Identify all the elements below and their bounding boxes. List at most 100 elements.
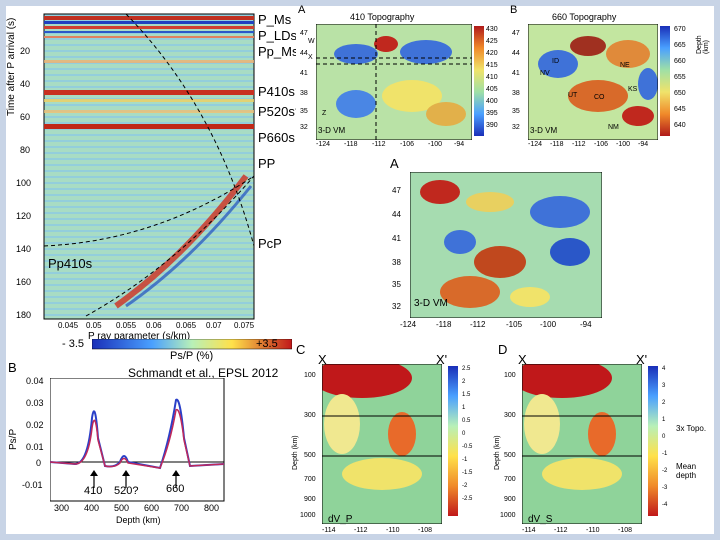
- xtick: -108: [418, 527, 433, 534]
- xtick: -112: [354, 527, 368, 534]
- ylabel: Depth (km): [292, 435, 299, 470]
- ytick: 500: [304, 452, 316, 459]
- rf-xtick: 0.045: [58, 321, 79, 330]
- cb-tick: 640: [674, 122, 686, 129]
- xtick: -106: [400, 141, 415, 148]
- mapMid: [410, 172, 602, 318]
- ytick: 300: [304, 412, 316, 419]
- phase-label: P_Ms: [258, 12, 292, 27]
- ytick: 35: [512, 108, 520, 115]
- ytick: 500: [504, 452, 516, 459]
- xtick: -110: [386, 527, 400, 534]
- panelB-letter: B: [8, 360, 17, 375]
- map660-title: 660 Topography: [552, 12, 617, 22]
- xtick: -118: [436, 320, 452, 329]
- map410: [316, 24, 472, 140]
- state-label: NE: [620, 62, 630, 69]
- ytick: 41: [392, 234, 401, 243]
- ytick: 41: [300, 70, 308, 77]
- xtick: -100: [616, 141, 631, 148]
- xtick: -112: [572, 141, 586, 148]
- marker: Z: [322, 110, 327, 117]
- cb-tick: 425: [486, 38, 498, 45]
- xtick: -106: [594, 141, 609, 148]
- rf-xtick: 0.06: [146, 321, 162, 330]
- phase-label: P410s: [258, 84, 295, 99]
- panelB-xtick: 300: [54, 503, 70, 513]
- state-label: ID: [552, 58, 559, 65]
- depth-profile-plot: [50, 378, 225, 508]
- panelB-xtick: 800: [204, 503, 220, 513]
- ytick: 1000: [300, 512, 316, 519]
- map410-letter: A: [298, 4, 306, 16]
- xtick: -108: [618, 527, 633, 534]
- xtick: -110: [586, 527, 600, 534]
- sectionD-plot: [522, 364, 642, 524]
- sectionD-letter: D: [498, 342, 508, 357]
- xtick: -124: [528, 141, 543, 148]
- ytick: 900: [504, 496, 516, 503]
- phase-label: P_LDs: [258, 28, 296, 43]
- cb-tick: 645: [674, 106, 686, 113]
- section-endpoint: X: [518, 352, 527, 367]
- state-label: NM: [608, 124, 619, 131]
- cb-tick: 405: [486, 86, 498, 93]
- sectionC-plot: [322, 364, 442, 524]
- ytick: 47: [300, 30, 308, 37]
- map660: [528, 24, 658, 140]
- ytick: 38: [512, 90, 520, 97]
- rf-ytick: 120: [16, 211, 32, 221]
- phase-label: PP: [258, 156, 276, 171]
- rf-colorbar: [92, 338, 292, 362]
- receiver-function-panel: Time after P arrival (s) 20 40 60 80 100…: [6, 6, 296, 356]
- marker: W: [308, 38, 315, 45]
- ytick: 44: [392, 210, 401, 219]
- cb-tick: 0: [462, 431, 466, 437]
- ytick: 44: [512, 50, 520, 57]
- rf-xtick: 0.07: [206, 321, 222, 330]
- panelB-ytick: 0.04: [26, 376, 44, 386]
- cb-label: Ps/P (%): [170, 350, 214, 362]
- cb-tick: 0.5: [462, 418, 471, 424]
- ytick: 32: [512, 124, 520, 131]
- cb-tick: 1: [662, 417, 666, 423]
- cb-tick: 430: [486, 26, 498, 33]
- cb-tick: 390: [486, 122, 498, 129]
- phase-label: Pp410s: [48, 256, 93, 271]
- cb-tick: 1: [462, 405, 466, 411]
- rf-xtick: 0.05: [86, 321, 102, 330]
- xtick: -124: [400, 320, 417, 329]
- panelB-xtick: 500: [114, 503, 130, 513]
- ytick: 32: [300, 124, 308, 131]
- xtick: -112: [554, 527, 568, 534]
- panelB-ytick: 0.01: [26, 442, 44, 452]
- rf-ytick: 140: [16, 244, 32, 254]
- state-label: KS: [628, 86, 638, 93]
- ytick: 700: [504, 476, 516, 483]
- rf-ylabel: Time after P arrival (s): [6, 17, 17, 116]
- map410-title: 410 Topography: [350, 12, 415, 22]
- panelB-xtick: 400: [84, 503, 100, 513]
- peak-label: 660: [166, 483, 185, 495]
- ytick: 700: [304, 476, 316, 483]
- section-endpoint: X': [436, 352, 448, 367]
- phase-label: P660s: [258, 130, 295, 145]
- state-label: UT: [568, 92, 578, 99]
- cb-tick: 655: [674, 74, 686, 81]
- cb-tick: -4: [662, 502, 668, 508]
- cb-tick: 0: [662, 434, 666, 440]
- cb-tick: -0.5: [462, 444, 473, 450]
- panelB-ytick: -0.01: [22, 480, 43, 490]
- xtick: -114: [522, 527, 536, 534]
- xtick: -94: [580, 320, 592, 329]
- rf-ytick: 100: [16, 178, 32, 188]
- cb-tick: 2: [662, 400, 666, 406]
- xtick: -100: [428, 141, 443, 148]
- xtick: -112: [372, 141, 386, 148]
- ytick: 38: [300, 90, 308, 97]
- xtick: -124: [316, 141, 331, 148]
- ytick: 32: [392, 302, 401, 311]
- rf-xlabel: P ray parameter (s/km): [88, 331, 191, 342]
- cb-tick: 3: [662, 383, 666, 389]
- marker: X: [308, 54, 313, 61]
